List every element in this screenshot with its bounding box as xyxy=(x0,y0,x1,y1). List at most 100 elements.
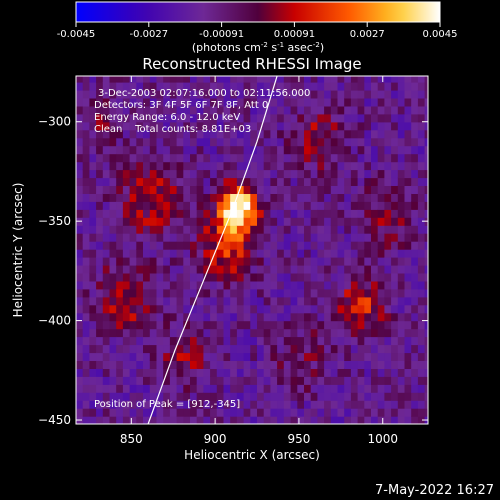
heatmap-cell xyxy=(190,296,198,306)
heatmap-cell xyxy=(116,320,124,330)
heatmap-cell xyxy=(89,312,97,322)
heatmap-cell xyxy=(337,296,345,306)
heatmap-cell xyxy=(417,105,426,115)
heatmap-cell xyxy=(190,312,198,322)
heatmap-cell xyxy=(169,257,178,266)
heatmap-cell xyxy=(190,288,198,298)
heatmap-cell xyxy=(149,280,158,290)
heatmap-cell xyxy=(76,225,84,234)
heatmap-cell xyxy=(149,225,158,234)
heatmap-cell xyxy=(176,105,184,115)
heatmap-cell xyxy=(364,113,372,123)
heatmap-cell xyxy=(102,82,111,91)
heatmap-cell xyxy=(183,352,191,361)
heatmap-cell xyxy=(203,217,211,226)
heatmap-cell xyxy=(257,241,265,250)
heatmap-cell xyxy=(236,129,245,139)
heatmap-cell xyxy=(257,185,265,194)
heatmap-cell xyxy=(371,249,379,258)
heatmap-cell xyxy=(102,257,111,266)
heatmap-cell xyxy=(169,400,178,409)
heatmap-cell xyxy=(357,360,365,369)
heatmap-cell xyxy=(424,185,428,194)
heatmap-cell xyxy=(304,416,312,424)
heatmap-cell xyxy=(76,384,84,393)
heatmap-cell xyxy=(129,209,137,218)
heatmap-cell xyxy=(210,360,218,369)
heatmap-cell xyxy=(143,177,151,186)
heatmap-cell xyxy=(96,376,104,385)
heatmap-cell xyxy=(109,225,117,234)
heatmap-cell xyxy=(391,408,399,417)
heatmap-cell xyxy=(156,352,164,361)
heatmap-cell xyxy=(109,209,117,218)
heatmap-cell xyxy=(304,264,312,274)
heatmap-cell xyxy=(304,233,312,242)
heatmap-cell xyxy=(377,145,385,155)
heatmap-cell xyxy=(250,416,258,424)
heatmap-cell xyxy=(243,376,251,385)
heatmap-cell xyxy=(190,82,198,91)
heatmap-cell xyxy=(377,185,385,194)
heatmap-cell xyxy=(263,328,271,338)
heatmap-cell xyxy=(116,137,124,147)
heatmap-cell xyxy=(163,241,171,250)
heatmap-cell xyxy=(411,177,419,186)
heatmap-cell xyxy=(270,408,278,417)
heatmap-cell xyxy=(169,121,178,131)
heatmap-cell xyxy=(143,193,151,202)
heatmap-cell xyxy=(163,121,171,131)
heatmap-cell xyxy=(216,344,225,354)
heatmap-cell xyxy=(411,89,419,99)
heatmap-cell xyxy=(371,121,379,131)
heatmap-cell xyxy=(371,336,379,346)
heatmap-cell xyxy=(230,193,238,202)
heatmap-cell xyxy=(317,193,325,202)
heatmap-cell xyxy=(324,360,332,369)
heatmap-cell xyxy=(377,384,385,393)
heatmap-cell xyxy=(324,121,332,131)
heatmap-cell xyxy=(176,320,184,330)
heatmap-cell xyxy=(263,193,271,202)
heatmap-cell xyxy=(411,185,419,194)
heatmap-cell xyxy=(283,288,292,298)
heatmap-cell xyxy=(203,153,211,163)
heatmap-cell xyxy=(290,193,298,202)
heatmap-cell xyxy=(263,217,271,226)
heatmap-cell xyxy=(169,105,178,115)
heatmap-cell xyxy=(283,82,292,91)
heatmap-cell xyxy=(277,145,285,155)
heatmap-cell xyxy=(397,392,406,401)
heatmap-cell xyxy=(397,352,406,361)
heatmap-cell xyxy=(169,392,178,401)
heatmap-cell xyxy=(143,241,151,250)
heatmap-cell xyxy=(417,121,426,131)
heatmap-cell xyxy=(270,217,278,226)
heatmap-cell xyxy=(76,185,84,194)
heatmap-cell xyxy=(304,312,312,322)
heatmap-cell xyxy=(290,344,298,354)
heatmap-cell xyxy=(257,113,265,123)
heatmap-cell xyxy=(364,169,372,179)
heatmap-cell xyxy=(337,121,345,131)
heatmap-cell xyxy=(310,82,318,91)
heatmap-cell xyxy=(297,185,305,194)
heatmap-cell xyxy=(364,177,372,186)
heatmap-cell xyxy=(216,257,225,266)
heatmap-cell xyxy=(149,161,158,171)
heatmap-cell xyxy=(317,272,325,282)
heatmap-cell xyxy=(277,161,285,171)
heatmap-cell xyxy=(116,177,124,186)
heatmap-cell xyxy=(384,288,392,298)
heatmap-cell xyxy=(96,264,104,274)
heatmap-cell xyxy=(183,185,191,194)
heatmap-cell xyxy=(210,408,218,417)
heatmap-cell xyxy=(337,304,345,314)
heatmap-cell xyxy=(223,257,231,266)
heatmap-cell xyxy=(277,249,285,258)
heatmap-cell xyxy=(283,376,292,385)
heatmap-cell xyxy=(203,113,211,123)
heatmap-cell xyxy=(102,312,111,322)
heatmap-cell xyxy=(236,169,245,179)
heatmap-cell xyxy=(257,145,265,155)
